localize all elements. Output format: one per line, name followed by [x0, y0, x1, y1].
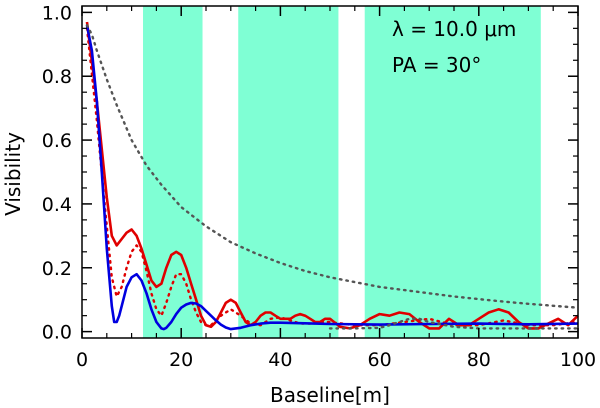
axis-ticks [81, 6, 579, 338]
y-tick-label: 0.8 [42, 66, 72, 88]
y-axis-title: Visibility [1, 132, 25, 216]
x-tick-label: 40 [268, 349, 292, 371]
y-tick-label: 0.2 [42, 258, 72, 280]
y-tick-label: 0.4 [42, 194, 72, 216]
series-gray-dotted-low [328, 317, 580, 330]
shaded-band-2 [238, 6, 339, 338]
x-tick-label: 80 [467, 349, 491, 371]
wavelength-annotation: λ = 10.0 μm [392, 17, 516, 41]
shaded-band-3 [364, 6, 541, 338]
x-tick-label: 0 [76, 349, 88, 371]
y-tick-label: 0.6 [42, 130, 72, 152]
x-tick-label: 20 [169, 349, 193, 371]
position-angle-annotation: PA = 30° [392, 53, 481, 77]
x-tick-label: 60 [368, 349, 392, 371]
series-group [85, 21, 580, 331]
x-tick-label: 100 [560, 349, 596, 371]
series-blue-solid [85, 24, 579, 331]
x-axis-title: Baseline[m] [270, 383, 390, 407]
series-gray-dotted [85, 24, 580, 309]
y-tick-label: 0.0 [42, 322, 72, 344]
shaded-bands [143, 6, 541, 338]
y-tick-label: 1.0 [42, 2, 72, 24]
tick-labels: 0 20 40 60 80 100 0.0 0.2 0.4 0.6 0.8 1.0 [42, 2, 596, 371]
